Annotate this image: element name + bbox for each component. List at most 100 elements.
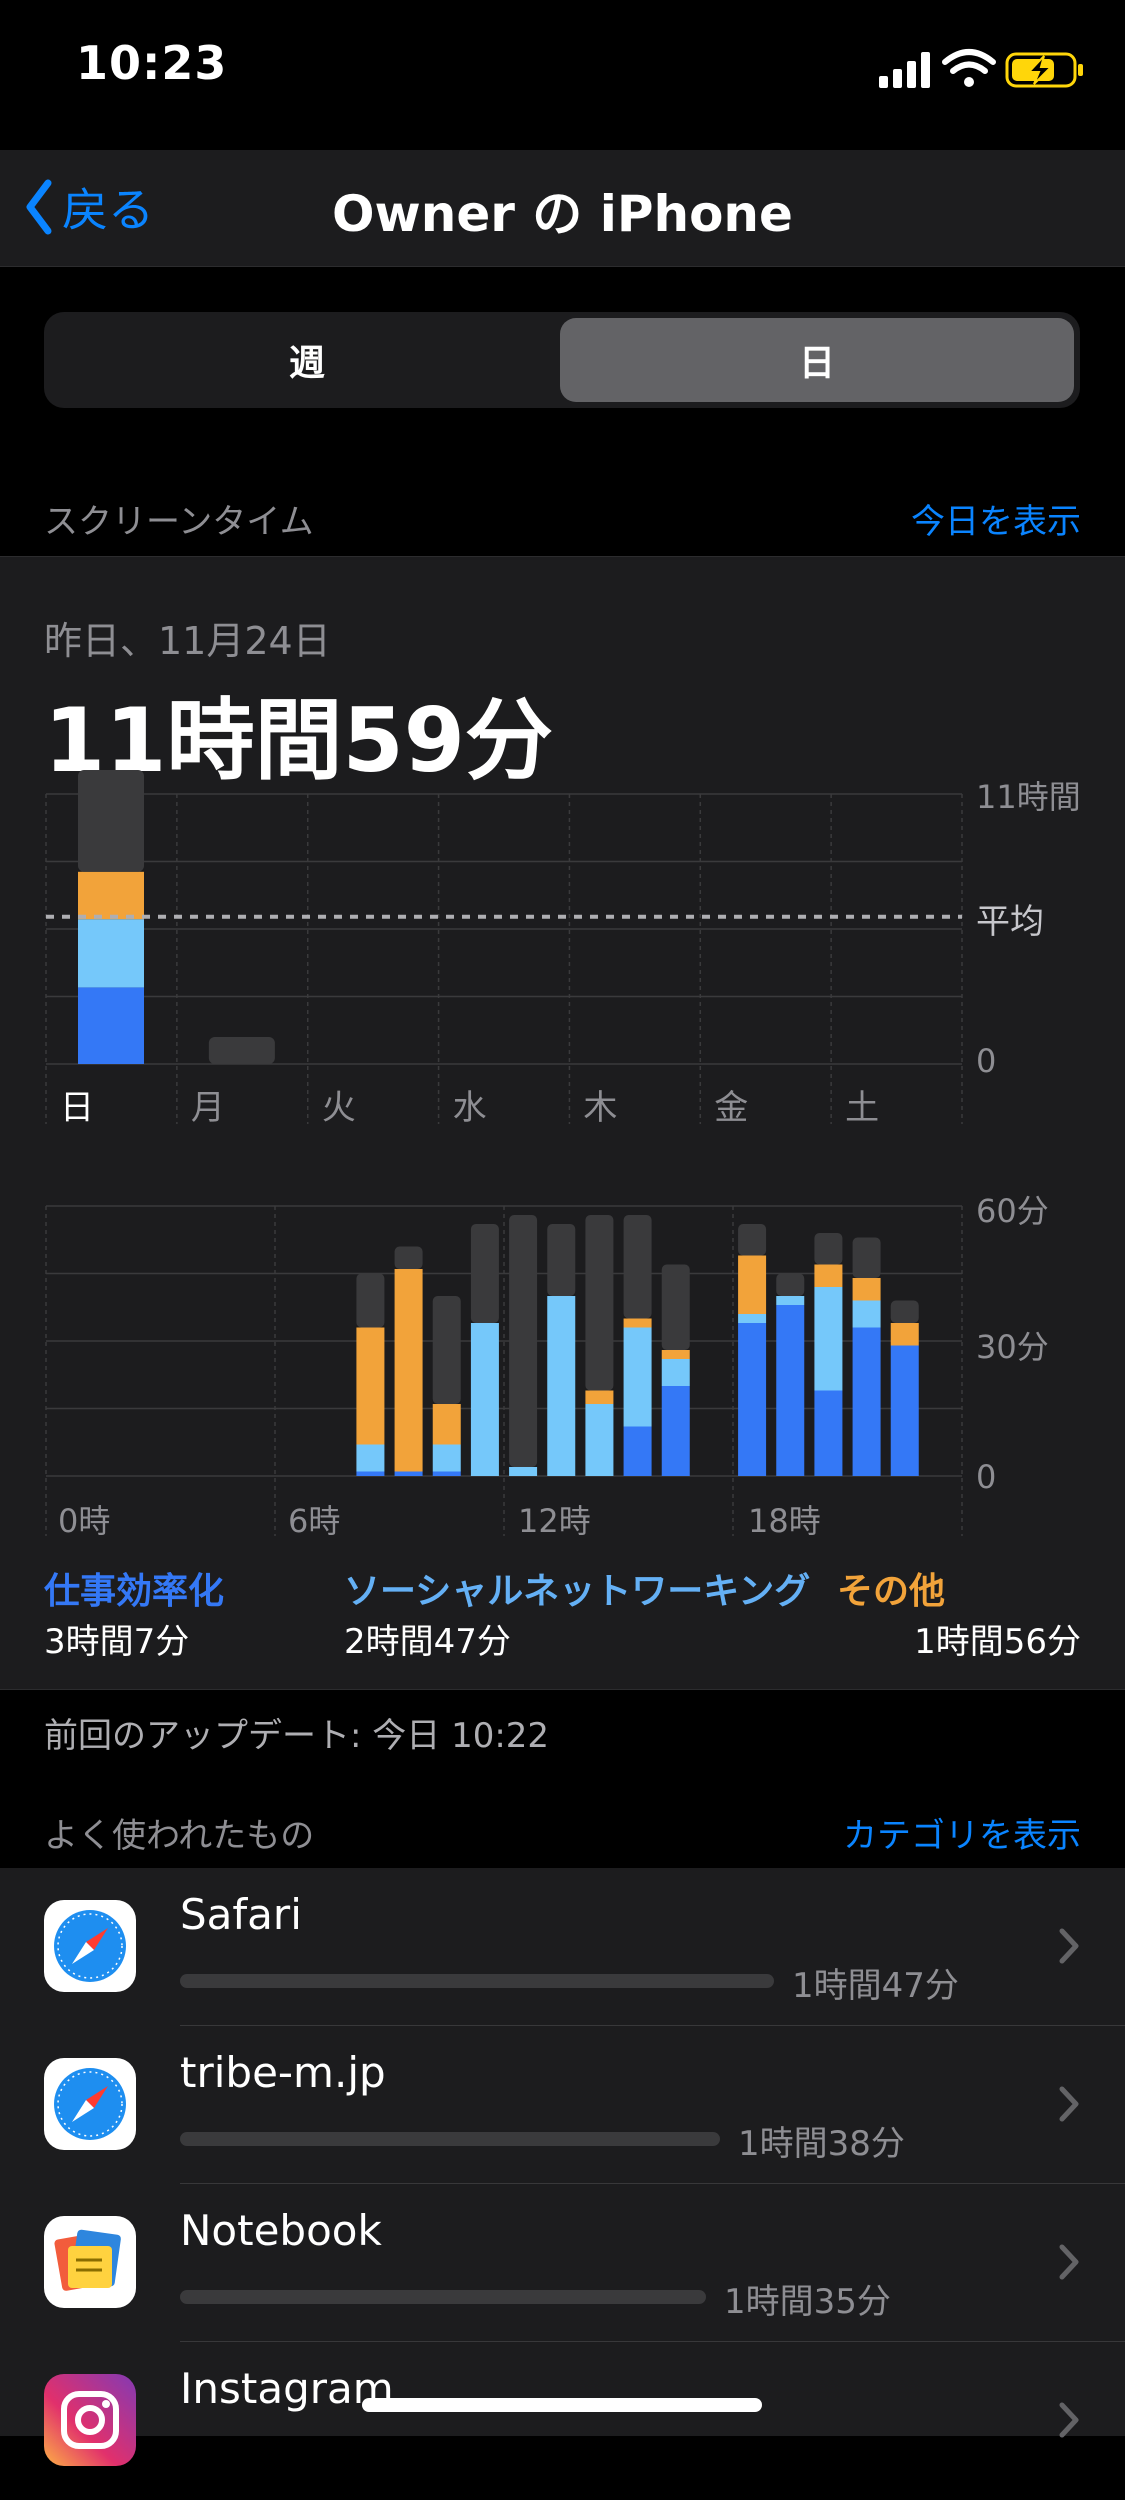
back-label: 戻る <box>62 183 154 237</box>
hourly-bar-segment <box>356 1471 385 1476</box>
hourly-bar-segment <box>623 1327 652 1427</box>
battery-charging-icon <box>1005 52 1083 88</box>
weekly-bar-segment <box>78 769 144 872</box>
hourly-bar-segment <box>776 1296 805 1305</box>
screen-time-header: スクリーンタイム <box>44 502 314 542</box>
instagram-icon <box>44 2374 136 2466</box>
row-separator <box>180 2341 1125 2342</box>
wifi-icon <box>942 49 996 87</box>
weekly-day-label[interactable]: 木 <box>583 1088 618 1128</box>
hourly-bar-segment <box>509 1467 538 1476</box>
hourly-bar-segment <box>814 1287 843 1391</box>
segment-week[interactable]: 週 <box>288 343 325 384</box>
hourly-bar-segment <box>738 1323 767 1476</box>
hourly-bar-segment <box>547 1296 576 1476</box>
hourly-bar-segment <box>776 1273 805 1296</box>
weekly-day-label[interactable]: 水 <box>452 1088 487 1128</box>
hourly-bar-segment <box>356 1273 385 1328</box>
app-row-tribe-m[interactable]: tribe-m.jp 1時間38分 <box>0 2026 1125 2184</box>
hourly-bar-segment <box>623 1215 652 1319</box>
hourly-x-label-18: 18時 <box>748 1502 821 1540</box>
show-categories-link[interactable]: カテゴリを表示 <box>843 1816 1081 1856</box>
app-name: Instagram <box>180 2364 394 2413</box>
hourly-bar-segment <box>432 1296 461 1404</box>
weekly-day-label[interactable]: 日 <box>60 1088 94 1128</box>
page-title: Owner の iPhone <box>332 185 793 243</box>
segment-day[interactable]: 日 <box>560 318 1074 402</box>
hourly-bar-segment <box>852 1237 881 1278</box>
hourly-bar-segment <box>661 1350 690 1359</box>
weekly-bar-segment <box>78 871 144 920</box>
row-separator <box>180 2183 1125 2184</box>
hourly-bar-segment <box>852 1327 881 1476</box>
screen-time-card <box>0 556 1125 1690</box>
legend-other-value: 1時間56分 <box>914 1622 1081 1662</box>
hourly-bar-segment <box>356 1444 385 1472</box>
hourly-y-label-0: 0 <box>976 1458 997 1496</box>
weekly-day-label[interactable]: 火 <box>321 1088 356 1128</box>
navigation-bar: 戻る Owner の iPhone <box>0 150 1125 267</box>
hourly-bar-segment <box>432 1444 461 1472</box>
hourly-bar-segment <box>890 1300 919 1323</box>
hourly-bar-segment <box>890 1345 919 1476</box>
screen-time-charts <box>45 769 963 1536</box>
weekly-bar-segment <box>78 919 144 988</box>
hourly-x-label-12: 12時 <box>518 1502 591 1540</box>
hourly-bar-segment <box>738 1224 767 1256</box>
hourly-bar-segment <box>394 1269 423 1472</box>
chevron-right-icon <box>1059 2086 1079 2122</box>
app-row-notebook[interactable]: Notebook 1時間35分 <box>0 2184 1125 2342</box>
app-name: Safari <box>180 1890 302 1939</box>
hourly-y-label-30: 30分 <box>976 1328 1049 1366</box>
last-update: 前回のアップデート: 今日 10:22 <box>44 1716 550 1756</box>
app-row-safari[interactable]: Safari 1時間47分 <box>0 1868 1125 2026</box>
hourly-bar-segment <box>661 1264 690 1350</box>
usage-bar <box>180 2132 720 2146</box>
summary-date: 昨日、11月24日 <box>44 619 331 663</box>
chevron-left-icon <box>26 179 52 235</box>
hourly-x-label-0: 0時 <box>58 1502 111 1540</box>
weekly-y-zero-label: 0 <box>976 1042 997 1080</box>
hourly-bar-segment <box>776 1305 805 1476</box>
hourly-bar-segment <box>509 1215 538 1467</box>
most-used-list: Safari 1時間47分 tribe-m.jp 1時間38分 <box>0 1868 1125 2466</box>
hourly-bar-segment <box>432 1471 461 1476</box>
hourly-bar-segment <box>623 1318 652 1328</box>
usage-bar <box>180 1974 774 1988</box>
hourly-bar-segment <box>394 1471 423 1476</box>
weekly-day-label[interactable]: 土 <box>845 1088 880 1128</box>
app-row-instagram[interactable]: Instagram <box>0 2342 1125 2500</box>
hourly-bar-segment <box>738 1314 767 1323</box>
notebook-icon <box>44 2216 136 2308</box>
hourly-bar-segment <box>814 1390 843 1476</box>
hourly-bar-segment <box>623 1426 652 1476</box>
weekly-day-label[interactable]: 月 <box>190 1088 225 1128</box>
weekly-y-top-label: 11時間 <box>976 778 1081 816</box>
legend-other-title: その他 <box>836 1571 945 1612</box>
most-used-header: よく使われたもの <box>44 1816 315 1856</box>
hourly-bar-segment <box>852 1300 881 1328</box>
legend-productivity-title: 仕事効率化 <box>44 1571 225 1612</box>
hourly-bar-segment <box>738 1255 767 1314</box>
usage-time: 1時間35分 <box>724 2282 891 2322</box>
chevron-right-icon <box>1059 1928 1079 1964</box>
hourly-bar-segment <box>470 1224 499 1323</box>
back-button[interactable]: 戻る <box>24 172 154 242</box>
hourly-y-label-60: 60分 <box>976 1192 1049 1230</box>
home-indicator[interactable] <box>362 2398 762 2412</box>
show-today-link[interactable]: 今日を表示 <box>911 502 1081 542</box>
hourly-bar-segment <box>814 1233 843 1265</box>
hourly-x-label-6: 6時 <box>288 1502 341 1540</box>
weekly-bar-segment <box>208 1037 275 1064</box>
chevron-right-icon <box>1059 2402 1079 2438</box>
hourly-bar-segment <box>814 1264 843 1287</box>
hourly-bar-segment <box>547 1224 576 1296</box>
weekly-bar-segment <box>78 987 144 1064</box>
hourly-bar-segment <box>661 1386 690 1476</box>
legend-productivity-value: 3時間7分 <box>44 1622 190 1662</box>
hourly-bar-segment <box>585 1390 614 1404</box>
hourly-bar-segment <box>890 1323 919 1346</box>
status-icons <box>879 46 1089 92</box>
hourly-bar-segment <box>661 1359 690 1386</box>
weekly-day-label[interactable]: 金 <box>714 1088 749 1128</box>
